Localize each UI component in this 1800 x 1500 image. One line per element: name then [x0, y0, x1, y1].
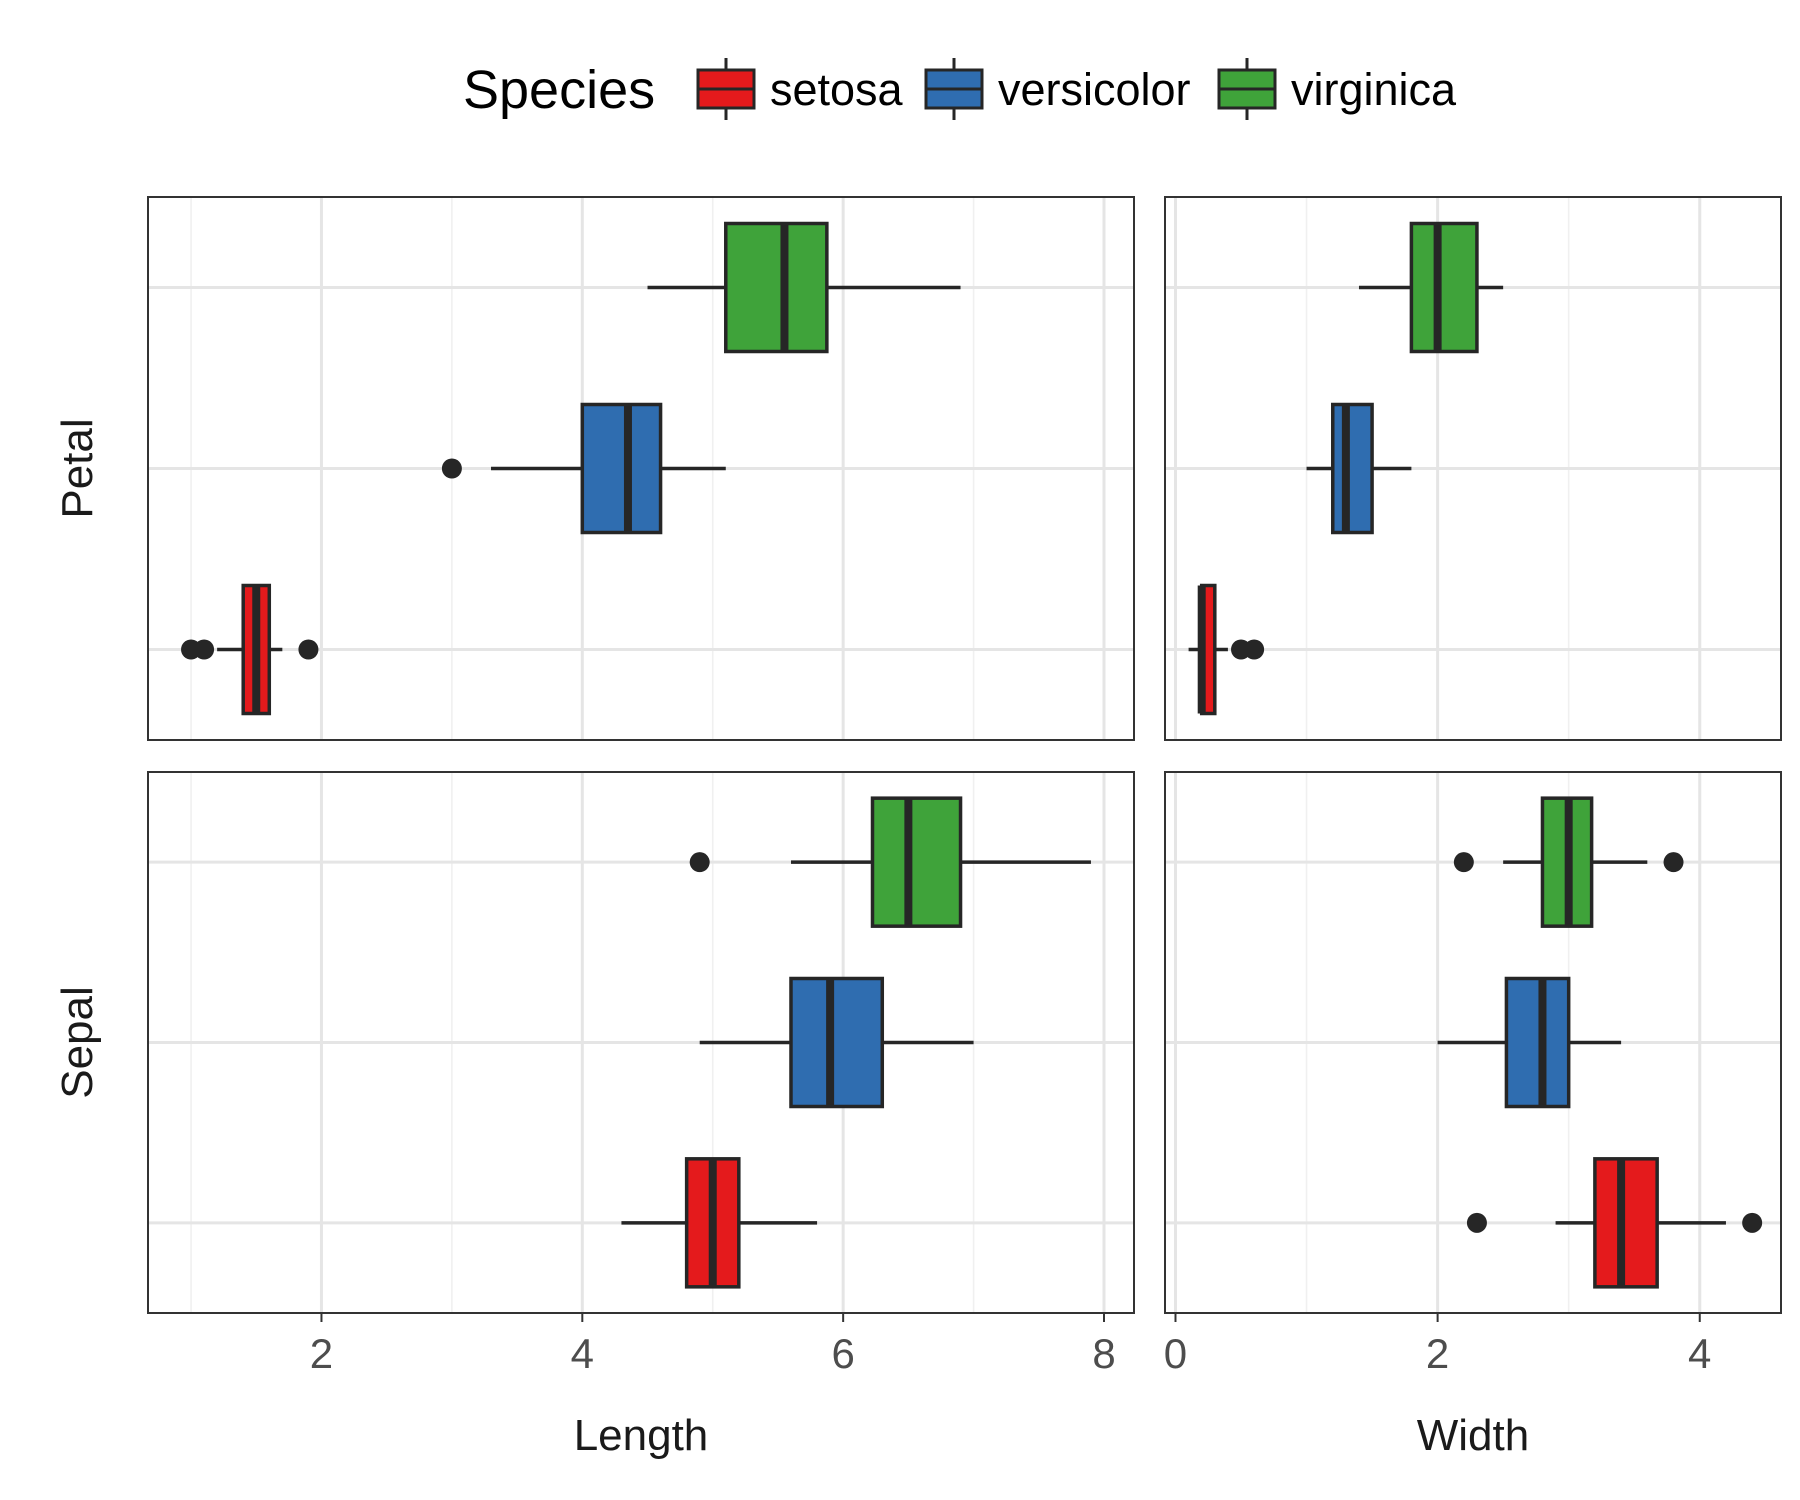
box-virginica — [1358, 221, 1504, 354]
outlier-point — [1244, 639, 1265, 660]
legend-label-setosa: setosa — [770, 64, 904, 115]
panel-border — [147, 196, 1135, 741]
box-iqr — [1504, 976, 1571, 1109]
tick-label: 2 — [1426, 1330, 1449, 1377]
legend-label-virginica: virginica — [1291, 64, 1457, 115]
x-axes: 2 4 6 8 Length 0 2 4 Width — [310, 1313, 1711, 1460]
facet-panels — [147, 196, 1782, 1314]
box-iqr — [724, 221, 829, 354]
box-iqr — [1593, 1157, 1659, 1289]
tick-label: 8 — [1092, 1330, 1115, 1377]
tick-label: 4 — [571, 1330, 594, 1377]
box-iqr — [1331, 402, 1374, 535]
x-axis-length: 2 4 6 8 Length — [310, 1313, 1116, 1460]
panel-border — [1164, 196, 1782, 741]
strip-label-sepal: Sepal — [53, 986, 102, 1099]
outlier-point — [1453, 852, 1474, 873]
box-versicolor — [1306, 402, 1412, 535]
x-axis-width: 0 2 4 Width — [1164, 1313, 1711, 1460]
x-axis-title-width: Width — [1417, 1411, 1529, 1460]
outlier-point — [441, 458, 462, 479]
box-versicolor — [441, 402, 726, 535]
box-iqr — [1409, 221, 1479, 354]
box-virginica — [689, 796, 1091, 928]
box-setosa — [621, 1157, 818, 1289]
outlier-point — [298, 639, 319, 660]
box-virginica — [1453, 796, 1684, 928]
outlier-point — [1466, 1212, 1487, 1233]
panel-border — [147, 771, 1135, 1314]
legend-item-versicolor: versicolor — [924, 58, 1191, 120]
x-axis-title-length: Length — [574, 1411, 709, 1460]
box-iqr — [870, 796, 963, 928]
legend-item-virginica: virginica — [1217, 58, 1457, 120]
box-setosa — [1188, 583, 1265, 716]
panel-petal-width — [1164, 196, 1782, 741]
tick-label: 6 — [831, 1330, 854, 1377]
outlier-point — [1742, 1212, 1763, 1233]
row-strip-labels: Petal Sepal — [53, 418, 102, 1098]
box-virginica — [647, 221, 961, 354]
panel-border — [1164, 771, 1782, 1314]
panel-sepal-length — [147, 771, 1135, 1314]
legend-label-versicolor: versicolor — [998, 64, 1191, 115]
legend-item-setosa: setosa — [696, 58, 904, 120]
tick-label: 2 — [310, 1330, 333, 1377]
panel-sepal-width — [1164, 771, 1782, 1314]
box-versicolor — [699, 976, 974, 1109]
box-setosa — [181, 583, 319, 716]
legend-title: Species — [463, 60, 655, 120]
box-setosa — [1466, 1157, 1763, 1289]
legend: Species setosa versicolor virginica — [463, 58, 1457, 120]
box-versicolor — [1437, 976, 1622, 1109]
outlier-point — [689, 852, 710, 873]
tick-label: 0 — [1164, 1330, 1187, 1377]
outlier-point — [1663, 852, 1684, 873]
box-iqr — [789, 976, 885, 1109]
box-iqr — [580, 402, 663, 535]
tick-label: 4 — [1688, 1330, 1711, 1377]
outlier-point — [194, 639, 215, 660]
panel-petal-length — [147, 196, 1135, 741]
strip-label-petal: Petal — [53, 418, 102, 518]
